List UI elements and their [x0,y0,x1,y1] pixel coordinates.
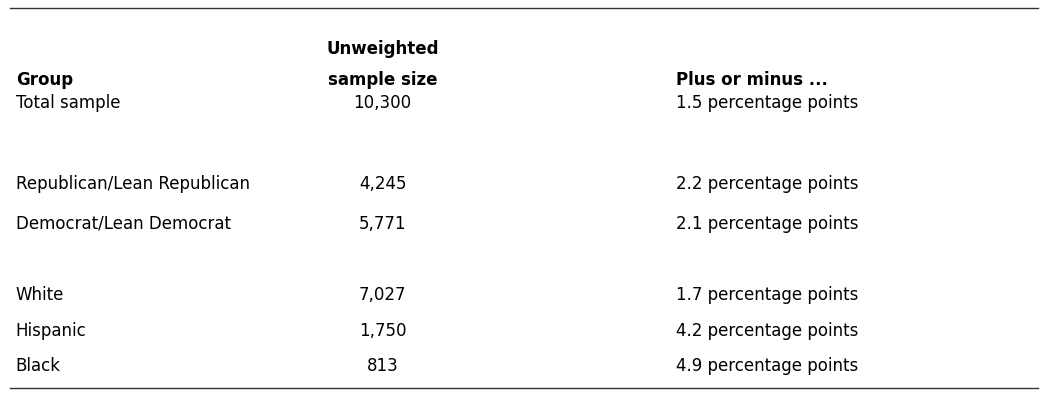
Text: 2.1 percentage points: 2.1 percentage points [676,215,858,233]
Text: 7,027: 7,027 [358,286,407,304]
Text: 2.2 percentage points: 2.2 percentage points [676,175,858,193]
Text: 5,771: 5,771 [358,215,407,233]
Text: 1.5 percentage points: 1.5 percentage points [676,94,858,112]
Text: 813: 813 [367,357,398,375]
Text: White: White [16,286,64,304]
Text: 4.9 percentage points: 4.9 percentage points [676,357,858,375]
Text: Democrat/Lean Democrat: Democrat/Lean Democrat [16,215,231,233]
Text: Hispanic: Hispanic [16,322,87,340]
Text: 10,300: 10,300 [353,94,412,112]
Text: 4,245: 4,245 [358,175,407,193]
Text: 1,750: 1,750 [358,322,407,340]
Text: Republican/Lean Republican: Republican/Lean Republican [16,175,249,193]
Text: Total sample: Total sample [16,94,121,112]
Text: 4.2 percentage points: 4.2 percentage points [676,322,858,340]
Text: Unweighted: Unweighted [326,40,439,57]
Text: Group: Group [16,71,73,89]
Text: Plus or minus ...: Plus or minus ... [676,71,828,89]
Text: sample size: sample size [328,71,437,89]
Text: Black: Black [16,357,61,375]
Text: 1.7 percentage points: 1.7 percentage points [676,286,858,304]
